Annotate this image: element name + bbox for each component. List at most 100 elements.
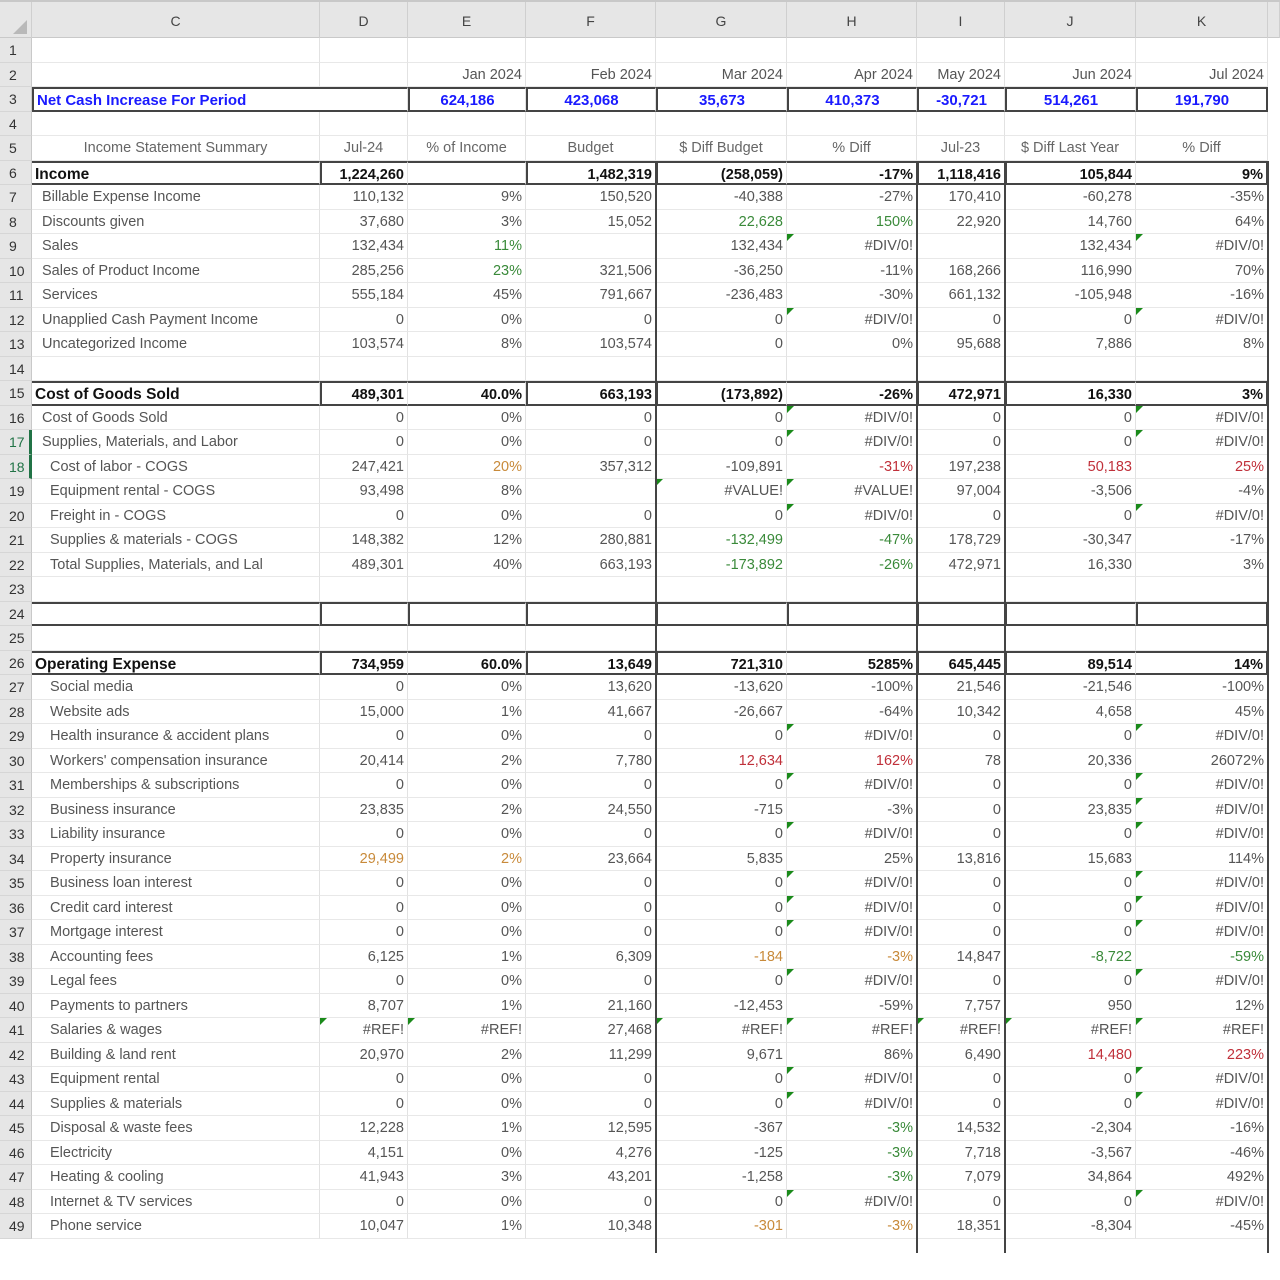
- cell-f[interactable]: 663,193: [526, 552, 656, 577]
- cell-e[interactable]: 0%: [408, 871, 526, 896]
- cell-k[interactable]: [1136, 626, 1268, 651]
- cell-g[interactable]: 0: [656, 1067, 787, 1092]
- cell-f[interactable]: [526, 234, 656, 259]
- cell-i[interactable]: 22,920: [917, 209, 1005, 234]
- cell-f[interactable]: 1,482,319: [526, 160, 656, 185]
- row-label[interactable]: Sales of Product Income: [32, 258, 320, 283]
- cell-k[interactable]: #DIV/0!: [1136, 405, 1268, 430]
- cell-j[interactable]: 16,330: [1005, 552, 1136, 577]
- cell-d[interactable]: 110,132: [320, 185, 408, 210]
- cell-e[interactable]: 9%: [408, 185, 526, 210]
- cell-h[interactable]: -64%: [787, 699, 917, 724]
- cell-i[interactable]: 21,546: [917, 675, 1005, 700]
- cell-f[interactable]: 0: [526, 969, 656, 994]
- cell-c[interactable]: [32, 356, 320, 381]
- cell-h[interactable]: #DIV/0!: [787, 430, 917, 455]
- cell-f[interactable]: 663,193: [526, 381, 656, 406]
- cell-g[interactable]: 0: [656, 724, 787, 749]
- cell-i[interactable]: 0: [917, 430, 1005, 455]
- month-label-i[interactable]: May 2024: [917, 62, 1005, 87]
- cell-e[interactable]: 0%: [408, 773, 526, 798]
- cell-g[interactable]: -132,499: [656, 528, 787, 553]
- cell-f[interactable]: 13,620: [526, 675, 656, 700]
- cell-i[interactable]: 170,410: [917, 185, 1005, 210]
- cell-e[interactable]: 0%: [408, 895, 526, 920]
- cell-d[interactable]: 20,414: [320, 748, 408, 773]
- cell-i[interactable]: 1,118,416: [917, 160, 1005, 185]
- cell-c[interactable]: [32, 577, 320, 602]
- net-cash-value-g[interactable]: 35,673: [656, 87, 787, 112]
- cell-e[interactable]: 1%: [408, 1116, 526, 1141]
- cell-k[interactable]: 492%: [1136, 1165, 1268, 1190]
- cell-k[interactable]: 223%: [1136, 1042, 1268, 1067]
- cell-k[interactable]: [1136, 38, 1268, 63]
- cell-j[interactable]: 132,434: [1005, 234, 1136, 259]
- cell-k[interactable]: 14%: [1136, 650, 1268, 675]
- cell-e[interactable]: 0%: [408, 1091, 526, 1116]
- cell-f[interactable]: 4,276: [526, 1140, 656, 1165]
- row-label[interactable]: Cost of Goods Sold: [32, 405, 320, 430]
- row-header-45[interactable]: 45: [0, 1116, 32, 1141]
- cell-h[interactable]: -30%: [787, 283, 917, 308]
- cell-f[interactable]: 12,595: [526, 1116, 656, 1141]
- row-label[interactable]: Liability insurance: [32, 822, 320, 847]
- row-label[interactable]: Unapplied Cash Payment Income: [32, 307, 320, 332]
- cell-e[interactable]: 0%: [408, 724, 526, 749]
- cell-h[interactable]: -31%: [787, 454, 917, 479]
- cell-g[interactable]: 721,310: [656, 650, 787, 675]
- cell-k[interactable]: [1136, 577, 1268, 602]
- cell-d[interactable]: 0: [320, 307, 408, 332]
- cell-e[interactable]: 0%: [408, 969, 526, 994]
- cell-d[interactable]: 0: [320, 1067, 408, 1092]
- cell-e[interactable]: [408, 356, 526, 381]
- cell-f[interactable]: 23,664: [526, 846, 656, 871]
- cell-h[interactable]: -47%: [787, 528, 917, 553]
- cell-h[interactable]: -3%: [787, 1214, 917, 1239]
- cell-i[interactable]: 0: [917, 307, 1005, 332]
- row-label[interactable]: Social media: [32, 675, 320, 700]
- net-cash-value-f[interactable]: 423,068: [526, 87, 656, 112]
- cell-d[interactable]: 0: [320, 920, 408, 945]
- row-header-40[interactable]: 40: [0, 993, 32, 1018]
- row-header-30[interactable]: 30: [0, 748, 32, 773]
- cell-d[interactable]: 148,382: [320, 528, 408, 553]
- cell-g[interactable]: -12,453: [656, 993, 787, 1018]
- cell-d[interactable]: 0: [320, 822, 408, 847]
- cell-k[interactable]: [1136, 601, 1268, 626]
- cell-d[interactable]: 132,434: [320, 234, 408, 259]
- row-label[interactable]: Website ads: [32, 699, 320, 724]
- cell-j[interactable]: 105,844: [1005, 160, 1136, 185]
- cell-f[interactable]: 0: [526, 724, 656, 749]
- cell-h[interactable]: [787, 601, 917, 626]
- cell-f[interactable]: 0: [526, 822, 656, 847]
- cell-g[interactable]: 0: [656, 871, 787, 896]
- cell-e[interactable]: 1%: [408, 1214, 526, 1239]
- net-cash-value-e[interactable]: 624,186: [408, 87, 526, 112]
- cell-d[interactable]: 41,943: [320, 1165, 408, 1190]
- cell-e[interactable]: [408, 601, 526, 626]
- cell-h[interactable]: #DIV/0!: [787, 724, 917, 749]
- row-header-35[interactable]: 35: [0, 871, 32, 896]
- row-label[interactable]: Credit card interest: [32, 895, 320, 920]
- cell-g[interactable]: -1,258: [656, 1165, 787, 1190]
- cell-k[interactable]: 3%: [1136, 552, 1268, 577]
- row-label[interactable]: Supplies, Materials, and Labor: [32, 430, 320, 455]
- cell-j[interactable]: 0: [1005, 969, 1136, 994]
- cell-j[interactable]: -3,506: [1005, 479, 1136, 504]
- cell-i[interactable]: 0: [917, 1189, 1005, 1214]
- row-header-39[interactable]: 39: [0, 969, 32, 994]
- cell-j[interactable]: 0: [1005, 724, 1136, 749]
- cell-e[interactable]: 0%: [408, 675, 526, 700]
- cell-g[interactable]: -40,388: [656, 185, 787, 210]
- row-label[interactable]: Heating & cooling: [32, 1165, 320, 1190]
- cell-i[interactable]: 6,490: [917, 1042, 1005, 1067]
- cell-j[interactable]: 7,886: [1005, 332, 1136, 357]
- row-label[interactable]: Health insurance & accident plans: [32, 724, 320, 749]
- cell-g[interactable]: 0: [656, 895, 787, 920]
- cell-k[interactable]: -17%: [1136, 528, 1268, 553]
- cell-h[interactable]: 0%: [787, 332, 917, 357]
- cell-d[interactable]: 555,184: [320, 283, 408, 308]
- cell-d[interactable]: 4,151: [320, 1140, 408, 1165]
- cell-e[interactable]: 40.0%: [408, 381, 526, 406]
- row-label[interactable]: Cost of Goods Sold: [32, 381, 320, 406]
